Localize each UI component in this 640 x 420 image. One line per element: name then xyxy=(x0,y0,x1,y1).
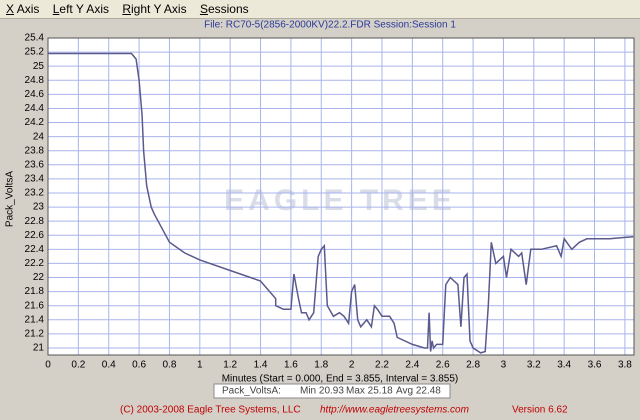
x-tick-label: 1 xyxy=(197,360,203,371)
x-tick-label: 3.6 xyxy=(588,360,602,371)
stats-min: Min 20.93 xyxy=(300,386,344,397)
copyright: (C) 2003-2008 Eagle Tree Systems, LLC xyxy=(120,405,301,416)
y-tick-label: 25 xyxy=(33,61,45,72)
y-tick-label: 24.8 xyxy=(25,75,45,86)
y-tick-label: 24 xyxy=(33,131,45,142)
y-tick-label: 24.2 xyxy=(25,117,45,128)
x-tick-label: 0.4 xyxy=(102,360,116,371)
y-tick-label: 21.4 xyxy=(25,314,45,325)
website[interactable]: http://www.eagletreesystems.com xyxy=(320,405,469,416)
x-tick-label: 1.4 xyxy=(254,360,268,371)
y-tick-label: 22.6 xyxy=(25,230,45,241)
menu-item[interactable]: Right Y Axis xyxy=(122,2,187,16)
x-axis-label: Minutes (Start = 0.000, End = 3.855, Int… xyxy=(222,374,459,385)
x-tick-label: 3.2 xyxy=(527,360,541,371)
stats-avg: Avg 22.48 xyxy=(396,386,441,397)
menu-item[interactable]: Left Y Axis xyxy=(52,2,109,16)
y-tick-label: 22 xyxy=(33,272,45,283)
x-tick-label: 1.8 xyxy=(314,360,328,371)
x-tick-label: 0.2 xyxy=(71,360,85,371)
y-tick-label: 24.4 xyxy=(25,103,45,114)
y-tick-label: 21.6 xyxy=(25,300,45,311)
y-tick-label: 23 xyxy=(33,202,45,213)
data-line xyxy=(48,52,634,354)
menu-bar: X Axis Left Y Axis Right Y Axis Sessions xyxy=(0,0,640,19)
y-axis-label: Pack_VoltsA xyxy=(5,171,16,227)
menu-item[interactable]: X Axis xyxy=(6,2,40,16)
x-tick-label: 3 xyxy=(501,360,507,371)
x-tick-label: 2.2 xyxy=(375,360,389,371)
y-tick-label: 21.2 xyxy=(25,329,45,340)
chart-title: File: RC70-5(2856-2000KV)22.2.FDR Sessio… xyxy=(204,20,456,31)
stats-max: Max 25.18 xyxy=(346,386,393,397)
y-tick-label: 23.2 xyxy=(25,188,45,199)
y-tick-label: 21.8 xyxy=(25,286,45,297)
y-tick-label: 25.4 xyxy=(25,33,45,44)
y-tick-label: 22.4 xyxy=(25,244,45,255)
watermark: EAGLE TREE xyxy=(224,184,456,217)
version: Version 6.62 xyxy=(512,405,568,416)
x-tick-label: 2.8 xyxy=(466,360,480,371)
plot-area xyxy=(48,38,634,355)
y-tick-label: 21 xyxy=(33,343,45,354)
plot-border xyxy=(47,37,635,356)
x-tick-label: 0.8 xyxy=(162,360,176,371)
x-tick-label: 2 xyxy=(349,360,355,371)
chart: File: RC70-5(2856-2000KV)22.2.FDR Sessio… xyxy=(5,20,635,416)
stats-box xyxy=(213,383,451,399)
y-tick-label: 22.2 xyxy=(25,258,45,269)
y-tick-label: 23.6 xyxy=(25,159,45,170)
x-tick-label: 2.4 xyxy=(405,360,419,371)
x-tick-label: 1.2 xyxy=(223,360,237,371)
x-tick-label: 2.6 xyxy=(436,360,450,371)
x-tick-label: 3.4 xyxy=(557,360,571,371)
x-tick-label: 0.6 xyxy=(132,360,146,371)
x-tick-label: 1.6 xyxy=(284,360,298,371)
menu-item[interactable]: Sessions xyxy=(199,2,249,16)
x-tick-label: 0 xyxy=(45,360,51,371)
stats-label: Pack_VoltsA: xyxy=(222,386,281,397)
y-tick-label: 25.2 xyxy=(25,47,45,58)
y-tick-label: 22.8 xyxy=(25,216,45,227)
y-tick-label: 23.8 xyxy=(25,145,45,156)
x-tick-label: 3.8 xyxy=(618,360,632,371)
y-tick-label: 23.4 xyxy=(25,174,45,185)
y-tick-label: 24.6 xyxy=(25,89,45,100)
